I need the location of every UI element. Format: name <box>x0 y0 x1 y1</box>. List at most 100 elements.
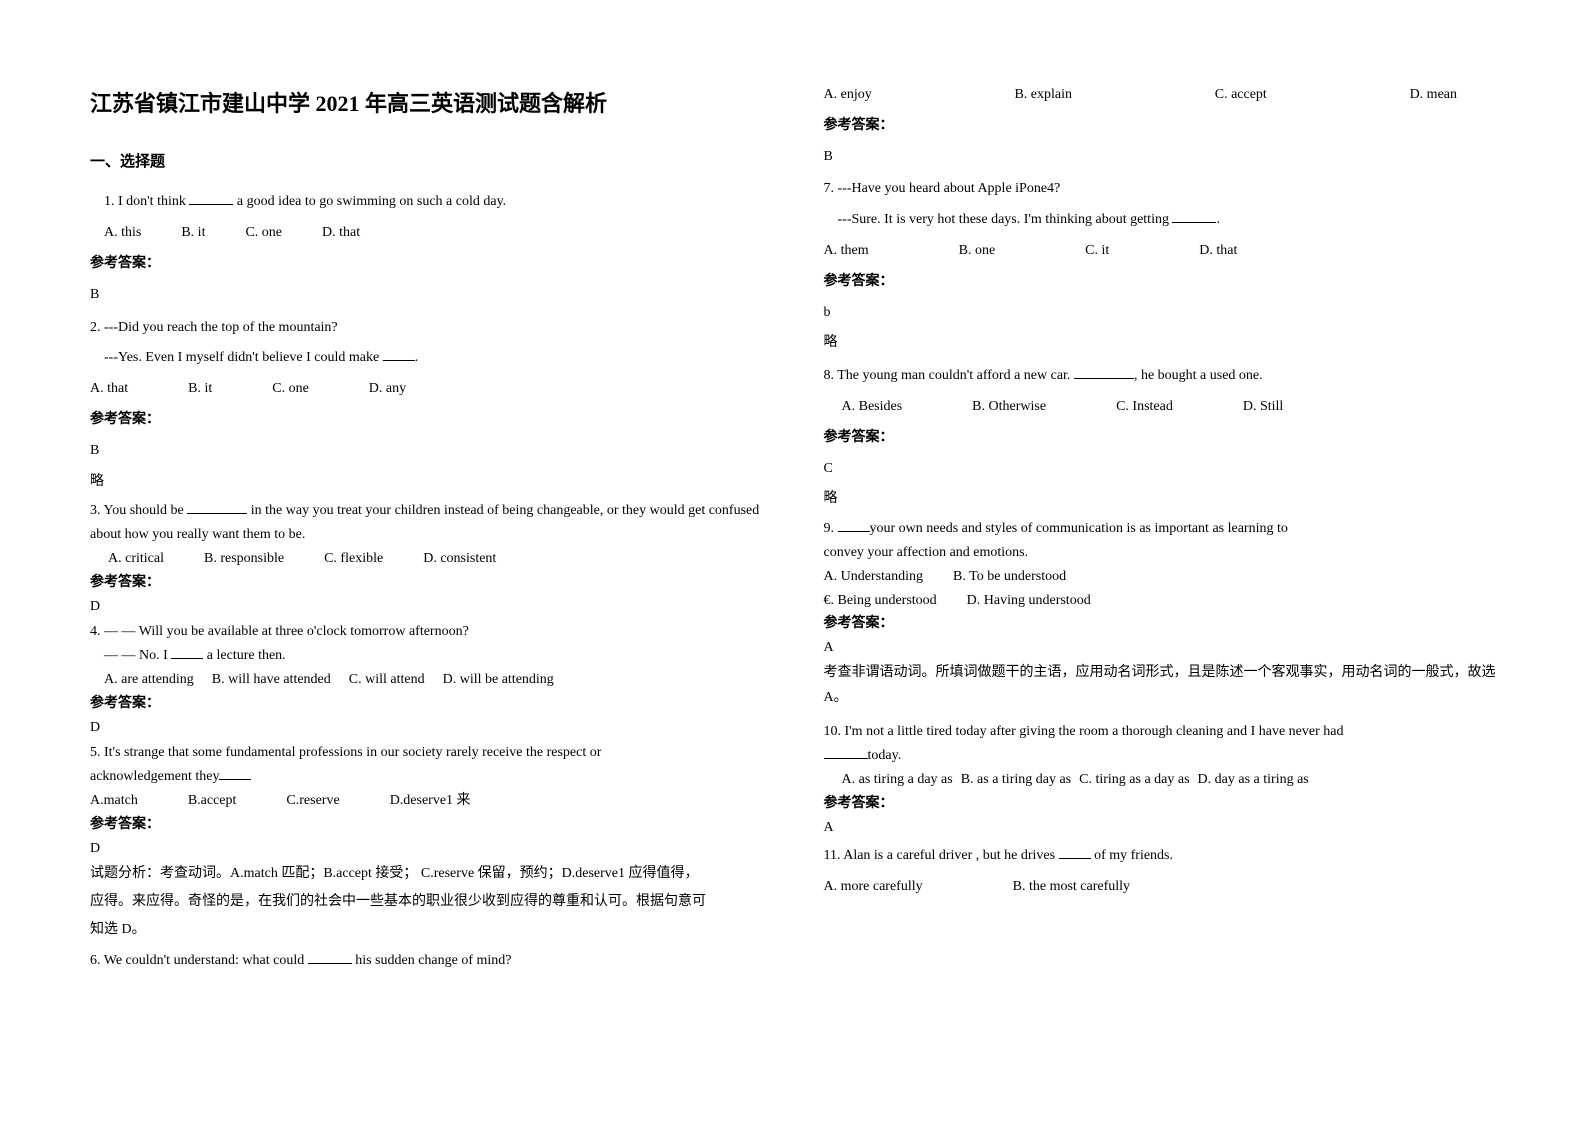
q1-answer: B <box>90 280 764 311</box>
q1-stem-post: a good idea to go swimming on such a col… <box>233 194 506 209</box>
q7-line2-pre: ---Sure. It is very hot these days. I'm … <box>838 212 1173 227</box>
question-1: 1. I don't think a good idea to go swimm… <box>90 187 764 310</box>
reference-label: 参考答案： <box>824 612 1498 636</box>
question-8: 8. The young man couldn't afford a new c… <box>824 361 1498 515</box>
blank <box>824 745 868 759</box>
blank <box>308 950 352 964</box>
q6-stem-pre: 6. We couldn't understand: what could <box>90 953 308 968</box>
q5-opt-d: D.deserve1 来 <box>390 789 471 813</box>
q3-opt-b: B. responsible <box>204 547 284 571</box>
q8-opt-b: B. Otherwise <box>972 392 1046 423</box>
q4-answer: D <box>90 716 764 740</box>
reference-label: 参考答案： <box>824 111 1498 142</box>
q2-opt-b: B. it <box>188 374 212 405</box>
q9-analysis: 考查非谓语动词。所填词做题干的主语，应用动名词形式，且是陈述一个客观事实，用动名… <box>824 660 1498 710</box>
q5-opt-c: C.reserve <box>286 789 339 813</box>
q11-opt-b: B. the most carefully <box>1013 872 1130 903</box>
q4-line2-pre: — — No. I <box>104 648 171 663</box>
q7-line2-post: . <box>1216 212 1220 227</box>
q5-line1: 5. It's strange that some fundamental pr… <box>90 741 764 765</box>
q6-opt-c: C. accept <box>1215 80 1267 111</box>
q11-stem-post: of my friends. <box>1091 848 1173 863</box>
question-9: 9. your own needs and styles of communic… <box>824 517 1498 710</box>
question-7: 7. ---Have you heard about Apple iPone4?… <box>824 174 1498 359</box>
q7-answer: b <box>824 298 1498 329</box>
q4-opt-c: C. will attend <box>349 668 425 692</box>
q6-answer: B <box>824 142 1498 173</box>
question-5: 5. It's strange that some fundamental pr… <box>90 741 764 944</box>
q8-opt-a: A. Besides <box>842 392 903 423</box>
question-6-stem: 6. We couldn't understand: what could hi… <box>90 946 764 977</box>
q1-opt-a: A. this <box>104 218 141 249</box>
q7-opt-d: D. that <box>1199 236 1237 267</box>
q9-stem-pre: 9. <box>824 521 838 536</box>
q2-opt-d: D. any <box>369 374 406 405</box>
blank <box>1074 365 1134 379</box>
q5-line2-pre: acknowledgement they <box>90 769 219 784</box>
q6-opt-d: D. mean <box>1410 80 1457 111</box>
q9-opt-a: A. Understanding <box>824 565 924 589</box>
q8-answer: C <box>824 454 1498 485</box>
q6-stem-post: his sudden change of mind? <box>352 953 512 968</box>
question-6-opts: A. enjoy B. explain C. accept D. mean 参考… <box>824 80 1498 172</box>
blank <box>1059 845 1091 859</box>
q11-stem-pre: 11. Alan is a careful driver , but he dr… <box>824 848 1059 863</box>
q5-analysis-1: 试题分析：考查动词。A.match 匹配；B.accept 接受； C.rese… <box>90 860 764 888</box>
question-3: 3. You should be in the way you treat yo… <box>90 499 764 618</box>
q7-opt-a: A. them <box>824 236 869 267</box>
reference-label: 参考答案： <box>90 813 764 837</box>
q7-opt-b: B. one <box>959 236 996 267</box>
q2-opt-a: A. that <box>90 374 128 405</box>
right-column: A. enjoy B. explain C. accept D. mean 参考… <box>824 80 1498 1082</box>
reference-label: 参考答案： <box>90 692 764 716</box>
q5-analysis-3: 知选 D。 <box>90 916 764 944</box>
q2-line2-post: . <box>415 350 419 365</box>
reference-label: 参考答案： <box>90 571 764 595</box>
q9-stem-line2: convey your affection and emotions. <box>824 541 1498 565</box>
q10-opt-c: C. tiring as a day as <box>1079 768 1189 792</box>
reference-label: 参考答案： <box>90 249 764 280</box>
blank <box>838 518 870 532</box>
q10-opt-b: B. as a tiring day as <box>961 768 1071 792</box>
q2-answer: B <box>90 436 764 467</box>
q3-opt-d: D. consistent <box>423 547 496 571</box>
q3-opt-a: A. critical <box>108 547 164 571</box>
blank <box>171 645 203 659</box>
q4-opt-b: B. will have attended <box>212 668 331 692</box>
q3-opt-c: C. flexible <box>324 547 383 571</box>
q5-analysis-2: 应得。来应得。奇怪的是，在我们的社会中一些基本的职业很少收到应得的尊重和认可。根… <box>90 888 764 916</box>
q4-opt-d: D. will be attending <box>443 668 554 692</box>
q1-opt-b: B. it <box>181 218 205 249</box>
q1-opt-d: D. that <box>322 218 360 249</box>
q8-stem-pre: 8. The young man couldn't afford a new c… <box>824 368 1074 383</box>
reference-label: 参考答案： <box>824 267 1498 298</box>
reference-label: 参考答案： <box>90 405 764 436</box>
q7-line1: 7. ---Have you heard about Apple iPone4? <box>824 174 1498 205</box>
q5-opt-b: B.accept <box>188 789 237 813</box>
q8-opt-c: C. Instead <box>1116 392 1173 423</box>
q4-opt-a: A. are attending <box>104 668 194 692</box>
blank <box>219 766 251 780</box>
left-column: 江苏省镇江市建山中学 2021 年高三英语测试题含解析 一、选择题 1. I d… <box>90 80 764 1082</box>
q2-line1: 2. ---Did you reach the top of the mount… <box>90 313 764 344</box>
q9-stem-mid: your own needs and styles of communicati… <box>870 521 1288 536</box>
q4-line2-post: a lecture then. <box>203 648 285 663</box>
q7-opt-c: C. it <box>1085 236 1109 267</box>
q2-note: 略 <box>90 467 764 498</box>
q8-opt-d: D. Still <box>1243 392 1283 423</box>
q1-opt-c: C. one <box>245 218 282 249</box>
q3-answer: D <box>90 595 764 619</box>
q9-opt-d: D. Having understood <box>967 589 1091 613</box>
q5-answer: D <box>90 837 764 861</box>
question-4: 4. — — Will you be available at three o'… <box>90 620 764 739</box>
q10-line1: 10. I'm not a little tired today after g… <box>824 720 1498 744</box>
q10-opt-a: A. as tiring a day as <box>842 768 953 792</box>
q3-stem-pre: 3. You should be <box>90 503 187 518</box>
section-heading: 一、选择题 <box>90 146 764 179</box>
q4-line1: 4. — — Will you be available at three o'… <box>90 620 764 644</box>
reference-label: 参考答案： <box>824 792 1498 816</box>
page-title: 江苏省镇江市建山中学 2021 年高三英语测试题含解析 <box>90 80 764 128</box>
q10-answer: A <box>824 816 1498 840</box>
q6-opt-a: A. enjoy <box>824 80 872 111</box>
question-2: 2. ---Did you reach the top of the mount… <box>90 313 764 498</box>
